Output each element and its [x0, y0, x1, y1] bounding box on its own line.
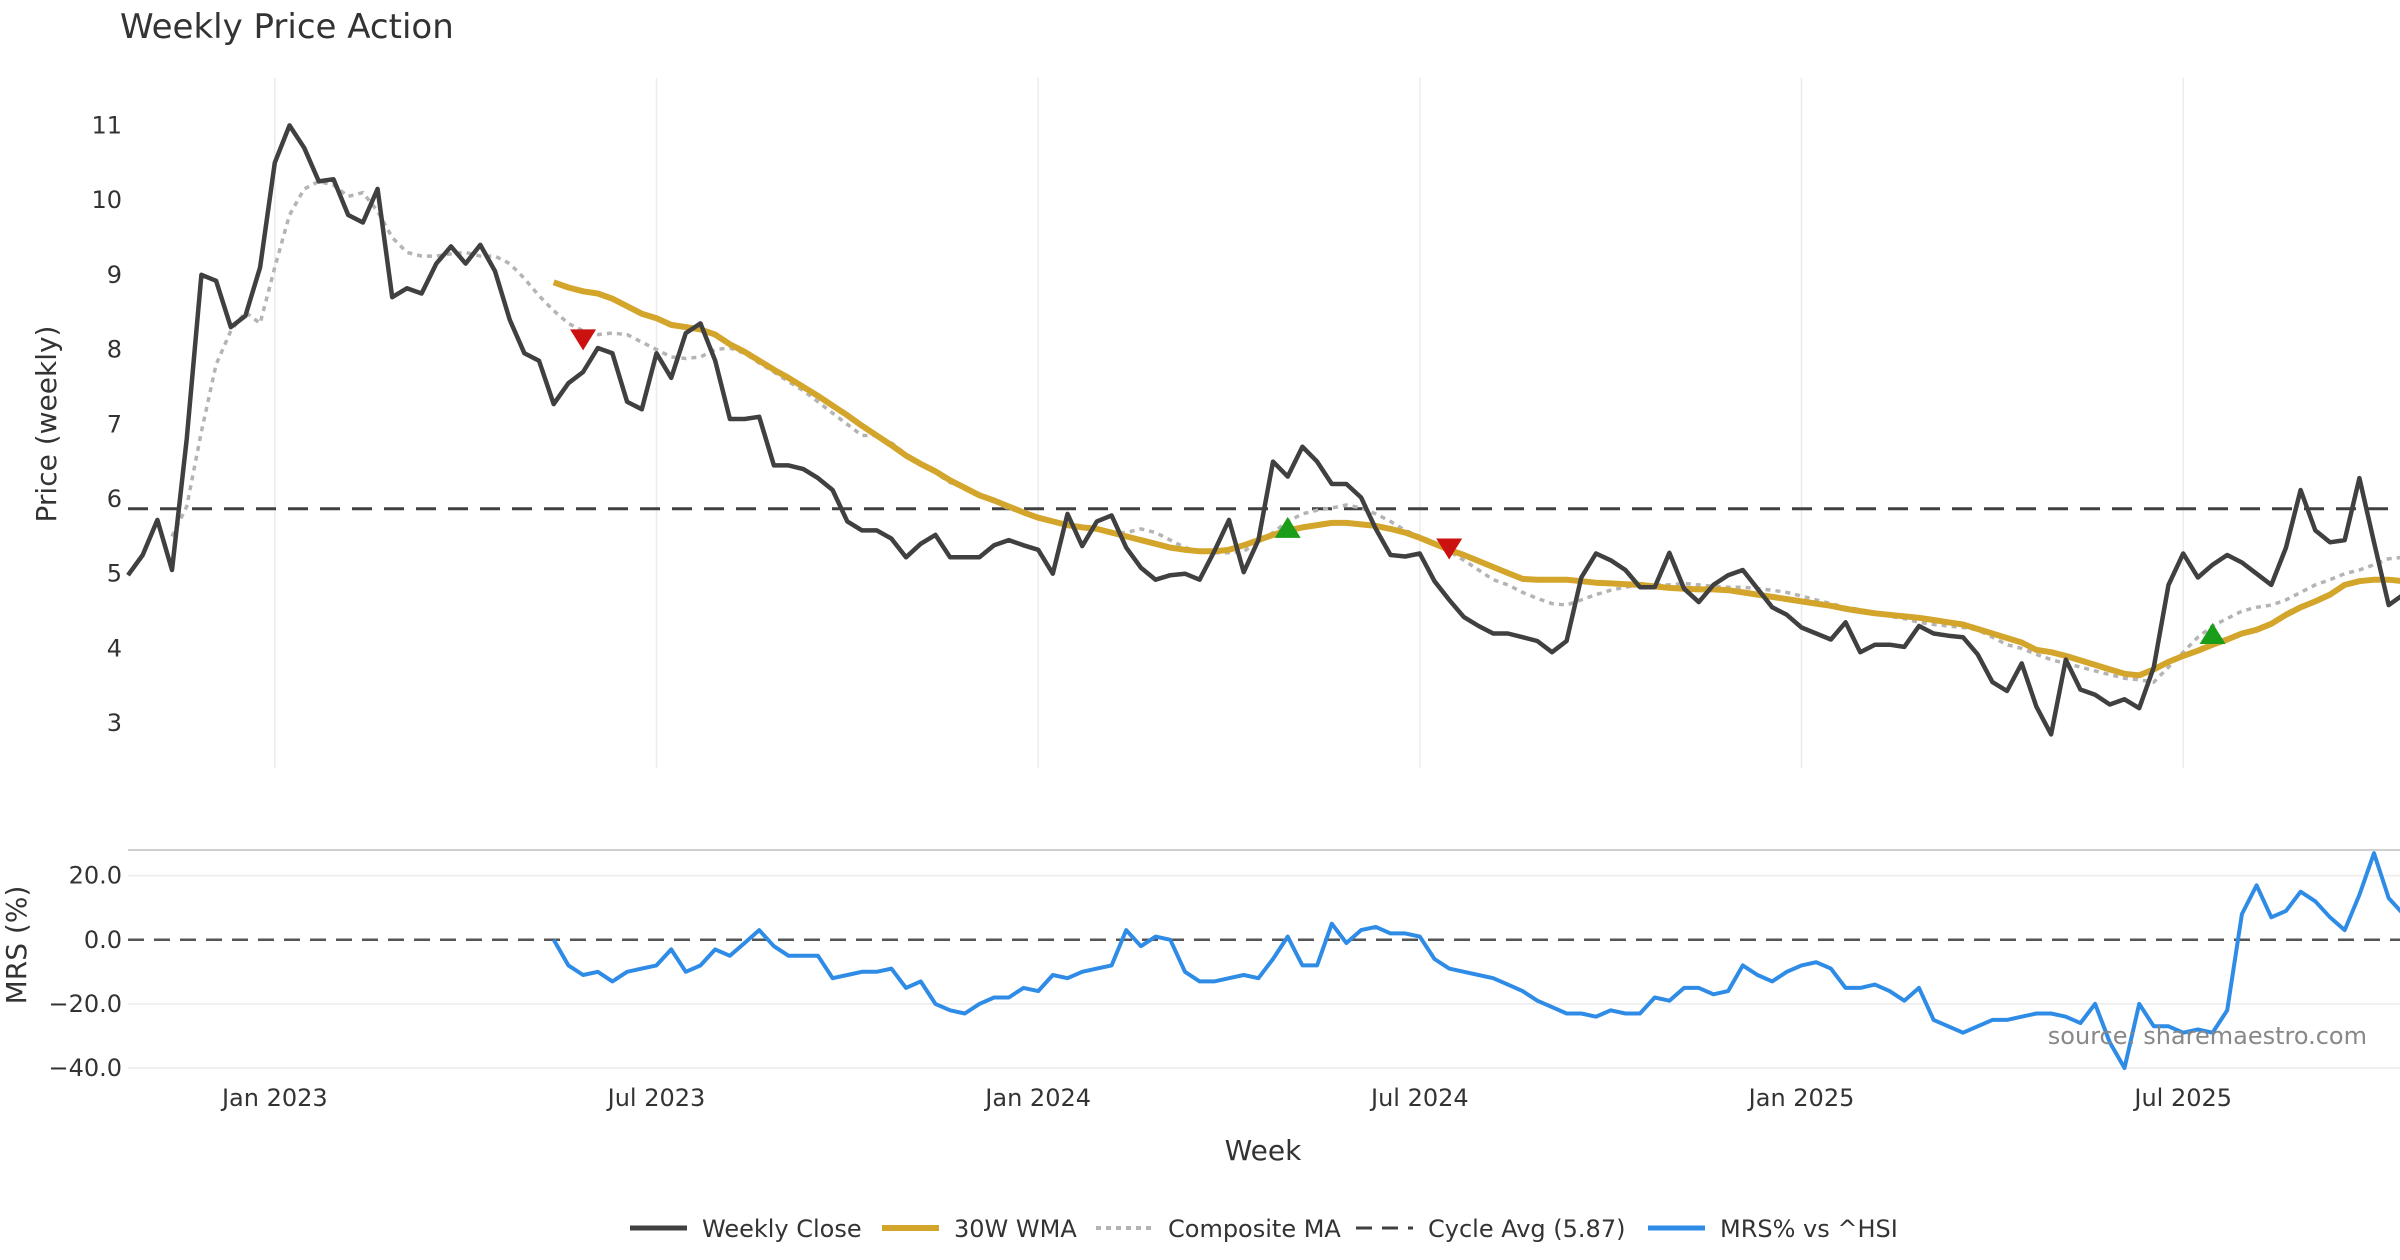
composite-ma-line	[170, 179, 2400, 684]
x-tick-label: Jul 2024	[1369, 1084, 1469, 1112]
mrs-line	[551, 851, 2400, 1070]
legend: Weekly Close 30W WMA Composite MA Cycle Avg…	[630, 1215, 1898, 1243]
mrs-y-tick-label: 20.0	[69, 862, 122, 890]
price-y-tick-label: 10	[91, 186, 122, 214]
x-axis-title: Week	[1225, 1134, 1302, 1167]
mrs-y-ticks: 20.0 0.0 −20.0 −40.0	[48, 862, 122, 1082]
price-grid	[274, 78, 2184, 768]
x-ticks: Jan 2023 Jul 2023 Jan 2024 Jul 2024 Jan 2025…	[220, 1084, 2232, 1112]
chart-title: Weekly Price Action	[120, 7, 454, 47]
mrs-y-axis-title: MRS (%)	[0, 886, 33, 1005]
legend-label: Cycle Avg (5.87)	[1428, 1215, 1625, 1243]
weekly-close-line	[126, 123, 2400, 737]
x-tick-label: Jan 2024	[983, 1084, 1091, 1112]
price-y-axis-title: Price (weekly)	[30, 326, 63, 523]
price-y-ticks: 3 4 5 6 7 8 9 10 11	[91, 111, 122, 737]
legend-label: Weekly Close	[702, 1215, 862, 1243]
mrs-y-tick-label: 0.0	[84, 926, 122, 954]
legend-label: 30W WMA	[954, 1215, 1077, 1243]
source-note: source: sharemaestro.com	[2048, 1022, 2367, 1050]
wma-30w-line	[552, 279, 2400, 679]
price-y-tick-label: 3	[107, 709, 122, 737]
series-layer	[126, 123, 2400, 1070]
price-y-tick-label: 9	[107, 261, 122, 289]
legend-label: MRS% vs ^HSI	[1720, 1215, 1898, 1243]
mrs-grid	[128, 849, 2400, 1069]
buy-signal-marker	[2199, 622, 2226, 644]
buy-signal-marker	[1274, 516, 1301, 538]
mrs-y-tick-label: −20.0	[48, 990, 122, 1018]
price-y-tick-label: 11	[91, 111, 122, 139]
price-y-tick-label: 8	[107, 336, 122, 364]
signal-markers	[570, 329, 2226, 644]
x-tick-label: Jan 2025	[1747, 1084, 1855, 1112]
sell-signal-marker	[570, 329, 597, 351]
x-tick-label: Jul 2023	[606, 1084, 706, 1112]
price-y-tick-label: 7	[107, 410, 122, 438]
price-y-tick-label: 5	[107, 560, 122, 588]
mrs-y-tick-label: −40.0	[48, 1054, 122, 1082]
price-y-tick-label: 6	[107, 485, 122, 513]
x-tick-label: Jul 2025	[2132, 1084, 2232, 1112]
sell-signal-marker	[1436, 538, 1463, 560]
legend-label: Composite MA	[1168, 1215, 1341, 1243]
price-y-tick-label: 4	[107, 634, 122, 662]
x-tick-label: Jan 2023	[220, 1084, 328, 1112]
